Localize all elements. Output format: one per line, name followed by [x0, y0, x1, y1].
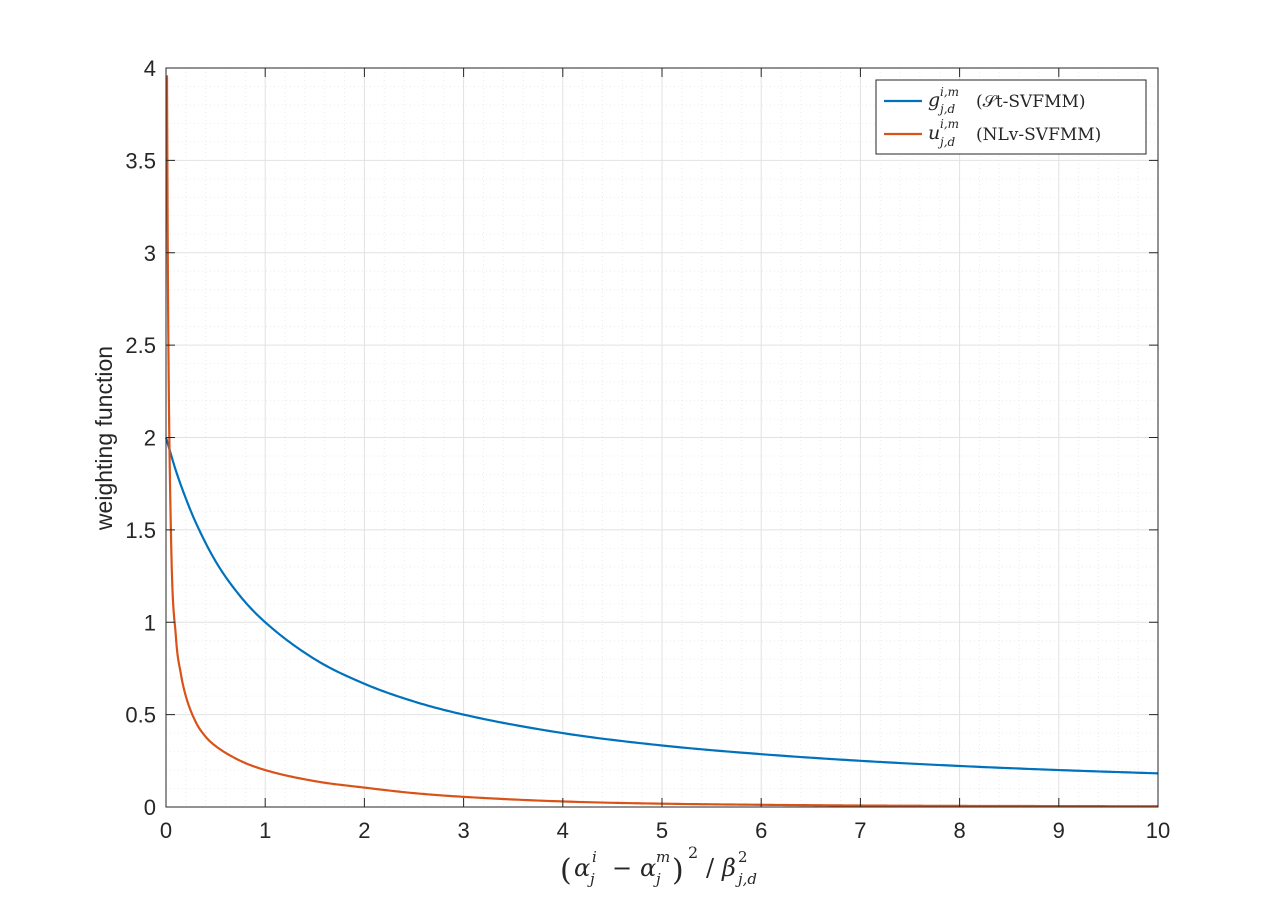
x-tick-label: 9	[1053, 818, 1065, 843]
y-axis-title: weighting function	[91, 346, 117, 531]
xlabel-sup-m: m	[656, 848, 670, 866]
legend-box	[875, 79, 1147, 155]
x-tick-label: 4	[557, 818, 569, 843]
xlabel-close-paren: )	[672, 853, 684, 888]
y-tick-label: 3	[144, 241, 156, 266]
y-tick-label: 0	[144, 795, 156, 820]
x-tick-label: 10	[1146, 818, 1170, 843]
legend-u-label: (NLv-SVFMM)	[976, 125, 1101, 145]
xlabel-sub-j-2: j	[653, 870, 661, 888]
xlabel-minus: −	[612, 854, 632, 882]
y-tick-label: 4	[144, 56, 156, 81]
legend-entry-u: u i,m j,d (NLv-SVFMM)	[884, 117, 1101, 149]
xlabel-power-2: 2	[688, 843, 698, 862]
x-tick-label: 3	[457, 818, 469, 843]
legend-u-sup: i,m	[940, 117, 959, 131]
tick-marks	[165, 67, 1159, 808]
y-tick-label: 0.5	[125, 703, 156, 728]
series-line-u	[165, 75, 1159, 808]
legend: g i,m j,d (𝒮t-SVFMM) u i,m j,d (NLv-SVFM…	[875, 79, 1147, 155]
legend-entry-g: g i,m j,d (𝒮t-SVFMM)	[884, 85, 1086, 116]
legend-g-sub: j,d	[937, 102, 956, 116]
xlabel-beta: β	[721, 854, 736, 882]
x-tick-label: 8	[953, 818, 965, 843]
xlabel-open-paren: (	[560, 853, 572, 888]
x-tick-label: 0	[160, 818, 172, 843]
series-line-g	[164, 437, 1159, 775]
xlabel-sup-2: 2	[738, 848, 748, 866]
y-tick-label: 1.5	[125, 518, 156, 543]
x-tick-label: 1	[259, 818, 271, 843]
x-tick-label: 5	[656, 818, 668, 843]
legend-g-symbol: g	[928, 89, 940, 111]
xlabel-alpha-2: α	[640, 854, 656, 882]
x-tick-label: 7	[854, 818, 866, 843]
xlabel-alpha-1: α	[574, 854, 590, 882]
x-tick-labels: 0 1 2 3 4 5 6 7 8 9 10	[160, 818, 1170, 843]
x-tick-label: 2	[358, 818, 370, 843]
y-tick-label: 3.5	[125, 148, 156, 173]
x-tick-label: 6	[755, 818, 767, 843]
xlabel-slash: /	[706, 854, 715, 882]
y-tick-label: 2	[144, 426, 156, 451]
y-tick-labels: 0 0.5 1 1.5 2 2.5 3 3.5 4	[125, 56, 156, 820]
legend-g-label: (𝒮t-SVFMM)	[976, 92, 1086, 112]
series-layer	[164, 75, 1159, 808]
legend-g-sup: i,m	[940, 85, 959, 99]
xlabel-sub-j-1: j	[587, 870, 595, 888]
legend-u-sub: j,d	[937, 135, 956, 149]
y-tick-label: 2.5	[125, 333, 156, 358]
legend-u-symbol: u	[928, 122, 940, 144]
xlabel-sub-jd: j,d	[735, 870, 757, 888]
xlabel-sup-i: i	[592, 848, 597, 866]
x-axis-title: ( α i j − α m j ) 2 / β 2 j,d	[560, 843, 757, 888]
y-tick-label: 1	[144, 610, 156, 635]
